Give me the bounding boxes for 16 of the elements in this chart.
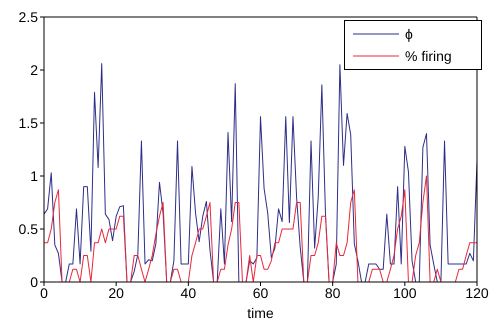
x-tick-label: 40 — [180, 284, 196, 301]
x-tick-label: 80 — [324, 284, 341, 301]
y-tick-label: 0 — [30, 274, 38, 290]
x-tick-label: 20 — [108, 284, 124, 301]
x-tick-label: 100 — [393, 284, 417, 301]
y-tick-label: 1.5 — [18, 114, 38, 131]
legend-label: % firing — [405, 47, 452, 66]
y-tick-label: 2.5 — [18, 8, 38, 25]
y-tick-label: 0.5 — [18, 220, 38, 237]
y-tick-label: 1 — [30, 168, 38, 184]
legend-label: ϕ — [405, 25, 413, 44]
x-tick-label: 120 — [465, 284, 489, 301]
x-axis-title: time — [247, 305, 274, 321]
y-tick-label: 2 — [30, 62, 38, 78]
x-tick-label: 60 — [252, 284, 268, 301]
x-tick-label: 0 — [40, 284, 48, 301]
